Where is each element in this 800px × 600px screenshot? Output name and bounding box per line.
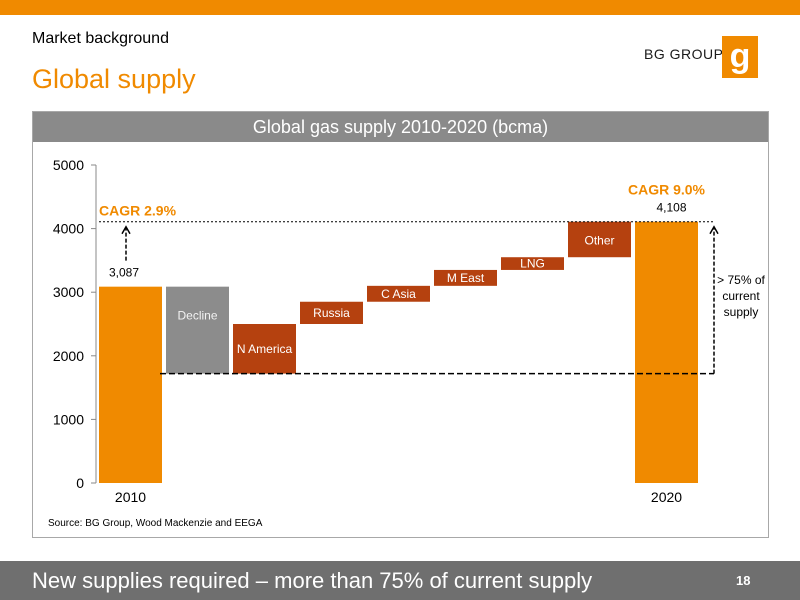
cagr-left-label: CAGR 2.9% — [99, 203, 177, 219]
source-note: Source: BG Group, Wood Mackenzie and EEG… — [48, 518, 263, 529]
x-tick-label: 2010 — [115, 489, 146, 505]
bar-label: Russia — [313, 306, 350, 320]
page-title: Global supply — [32, 64, 196, 94]
logo-text: BG GROUP — [644, 46, 724, 62]
top-accent-bar — [0, 0, 800, 15]
cagr-arrow-head — [121, 225, 131, 235]
bar-decline — [166, 286, 229, 374]
bar-russia — [300, 301, 363, 324]
company-logo: BG GROUP g — [612, 36, 762, 78]
bar-2010 — [99, 286, 162, 483]
bar-label: C Asia — [381, 287, 416, 301]
bar-2020 — [635, 221, 698, 483]
y-tick-label: 2000 — [53, 348, 84, 364]
bar-label: N America — [237, 342, 293, 356]
bar-lng — [501, 257, 564, 270]
section-label: Market background — [32, 30, 169, 47]
y-tick-label: 3000 — [53, 284, 84, 300]
data-label: 4,108 — [656, 201, 686, 215]
y-tick-label: 4000 — [53, 221, 84, 237]
bracket-text: supply — [724, 305, 759, 319]
footer-bar: New supplies required – more than 75% of… — [0, 561, 800, 600]
page-number: 18 — [736, 573, 751, 588]
bg-logo-icon: g — [722, 36, 758, 78]
y-tick-label: 1000 — [53, 411, 84, 427]
bar-other — [568, 221, 631, 258]
logo-mark-glyph: g — [730, 37, 751, 75]
bracket-arrow-head — [709, 225, 719, 235]
bar-label: LNG — [520, 257, 545, 271]
bar-label: Decline — [177, 308, 217, 322]
x-tick-label: 2020 — [651, 489, 682, 505]
cagr-right-label: CAGR 9.0% — [628, 182, 706, 198]
bar-n-america — [233, 324, 296, 374]
y-tick-label: 0 — [76, 475, 84, 491]
bracket-text: > 75% of — [717, 273, 765, 287]
bar-m-east — [434, 269, 497, 286]
data-label: 3,087 — [109, 266, 139, 280]
bar-label: Other — [584, 233, 614, 247]
bar-label: M East — [447, 271, 485, 285]
y-tick-label: 5000 — [53, 157, 84, 173]
footer-message: New supplies required – more than 75% of… — [32, 568, 593, 593]
bracket-text: current — [722, 289, 760, 303]
chart-title: Global gas supply 2010-2020 (bcma) — [33, 112, 768, 142]
bar-c-asia — [367, 285, 430, 302]
